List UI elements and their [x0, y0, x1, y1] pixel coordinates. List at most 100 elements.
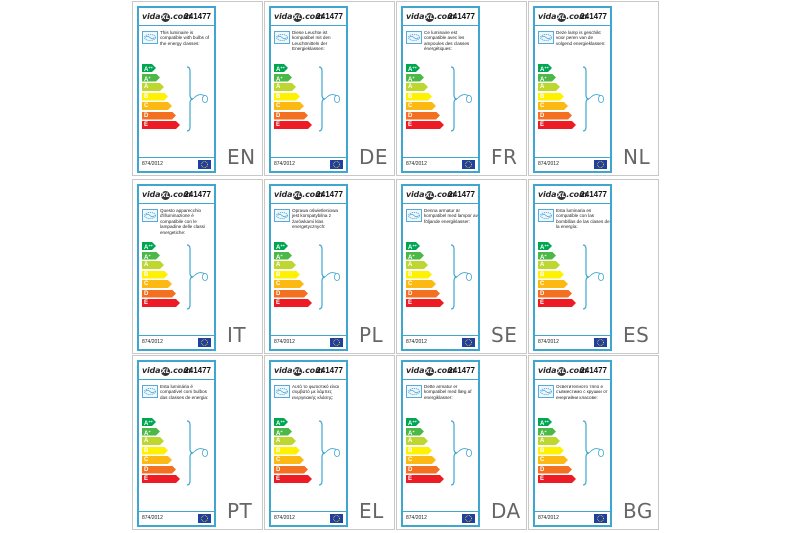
energy-class-bar: A++	[538, 64, 552, 72]
language-code: FR	[491, 145, 518, 169]
energy-class-bar: A+	[274, 252, 292, 260]
energy-class-bar: D	[142, 466, 176, 474]
label-footer: 874/2012	[403, 511, 478, 525]
energy-class-bar: B	[142, 271, 168, 279]
bulb-icon	[274, 385, 290, 398]
bulb-icon	[142, 209, 158, 222]
energy-class-scale: A++ A+ A B C D E	[142, 418, 182, 486]
language-panel-pt: vidaXL.com 241477 Esta luminária é compa…	[132, 355, 263, 530]
energy-class-bar: A	[406, 83, 428, 91]
energy-label-card: vidaXL.com 241477 Oprawa oświetleniowa j…	[269, 184, 348, 351]
language-panel-da: vidaXL.com 241477 Dette armatur er kompa…	[396, 355, 527, 530]
vidaxl-logo: vidaXL.com	[406, 12, 456, 22]
energy-class-bar: A	[274, 261, 296, 269]
energy-class-bar: A+	[274, 428, 292, 436]
regulation-number: 874/2012	[406, 161, 427, 167]
energy-class-bar: A++	[406, 64, 420, 72]
energy-class-bar: A++	[274, 242, 288, 250]
language-panel-bg: vidaXL.com 241477 Осветителното тяло е с…	[528, 355, 659, 530]
language-code: BG	[623, 499, 653, 523]
energy-class-bar: A+	[406, 252, 424, 260]
bracket-lamp-icon	[318, 66, 340, 132]
vidaxl-logo: vidaXL.com	[274, 366, 324, 376]
energy-class-bar: A++	[142, 418, 156, 426]
model-number: 241477	[448, 190, 475, 199]
energy-class-bar: E	[274, 299, 312, 307]
energy-class-bar: A+	[142, 74, 160, 82]
vidaxl-logo: vidaXL.com	[274, 190, 324, 200]
label-footer: 874/2012	[535, 157, 610, 171]
bulb-icon	[538, 209, 554, 222]
energy-class-bar: E	[538, 299, 576, 307]
eu-flag-icon	[330, 338, 343, 347]
energy-class-bar: A++	[406, 242, 420, 250]
energy-class-bar: A	[406, 437, 428, 445]
energy-class-bar: C	[406, 280, 436, 288]
label-header: vidaXL.com 241477	[403, 186, 478, 204]
energy-class-scale: A++ A+ A B C D E	[274, 242, 314, 310]
energy-class-bar: D	[142, 112, 176, 120]
language-code: DE	[359, 145, 389, 169]
model-number: 241477	[580, 190, 607, 199]
model-number: 241477	[184, 12, 211, 21]
regulation-number: 874/2012	[274, 515, 295, 521]
energy-class-bar: D	[142, 290, 176, 298]
label-footer: 874/2012	[271, 335, 346, 349]
bulb-icon	[274, 31, 290, 44]
model-number: 241477	[448, 12, 475, 21]
label-footer: 874/2012	[271, 511, 346, 525]
energy-class-bar: A	[406, 261, 428, 269]
regulation-number: 874/2012	[142, 161, 163, 167]
compatibility-text: Denna armatur är kompatibel med lampor a…	[424, 208, 478, 224]
energy-class-bar: A+	[406, 428, 424, 436]
bracket-lamp-icon	[582, 244, 604, 310]
energy-class-bar: E	[142, 299, 180, 307]
bulb-icon	[274, 209, 290, 222]
energy-class-bar: C	[274, 102, 304, 110]
energy-label-card: vidaXL.com 241477 This luminaire is comp…	[137, 6, 216, 173]
compatibility-text: Oprawa oświetleniowa jest kompatybilna z…	[292, 208, 338, 230]
energy-class-bar: C	[142, 456, 172, 464]
energy-class-scale: A++ A+ A B C D E	[406, 418, 446, 486]
vidaxl-logo: vidaXL.com	[142, 190, 192, 200]
energy-class-bar: A	[142, 261, 164, 269]
label-footer: 874/2012	[139, 511, 214, 525]
energy-class-bar: A	[274, 83, 296, 91]
vidaxl-logo: vidaXL.com	[406, 366, 456, 376]
energy-class-bar: E	[538, 475, 576, 483]
language-code: IT	[227, 323, 247, 347]
energy-class-bar: B	[538, 447, 564, 455]
energy-class-bar: D	[274, 112, 308, 120]
energy-class-bar: E	[274, 475, 312, 483]
language-panel-de: vidaXL.com 241477 Diese Leuchte ist komp…	[264, 1, 395, 176]
language-panel-se: vidaXL.com 241477 Denna armatur är kompa…	[396, 179, 527, 354]
energy-class-bar: A++	[274, 418, 288, 426]
bracket-lamp-icon	[186, 244, 208, 310]
compatibility-text: Αυτό το φωτιστικό είναι συμβατό με λάμπε…	[292, 384, 339, 400]
energy-label-card: vidaXL.com 241477 Esta luminária é compa…	[137, 360, 216, 527]
energy-class-bar: A+	[538, 74, 556, 82]
energy-class-bar: A++	[538, 418, 552, 426]
energy-class-scale: A++ A+ A B C D E	[142, 242, 182, 310]
bracket-lamp-icon	[450, 244, 472, 310]
model-number: 241477	[316, 366, 343, 375]
regulation-number: 874/2012	[274, 161, 295, 167]
language-code: ES	[623, 323, 650, 347]
energy-class-bar: E	[406, 299, 444, 307]
energy-class-bar: C	[406, 102, 436, 110]
language-code: EN	[227, 145, 256, 169]
energy-class-bar: B	[406, 271, 432, 279]
energy-class-bar: D	[538, 112, 572, 120]
regulation-number: 874/2012	[538, 515, 559, 521]
label-header: vidaXL.com 241477	[535, 362, 610, 380]
eu-flag-icon	[330, 514, 343, 523]
vidaxl-logo: vidaXL.com	[538, 366, 588, 376]
energy-class-scale: A++ A+ A B C D E	[274, 418, 314, 486]
energy-class-bar: A+	[538, 428, 556, 436]
energy-class-scale: A++ A+ A B C D E	[538, 64, 578, 132]
bulb-icon	[142, 31, 158, 44]
bracket-lamp-icon	[582, 66, 604, 132]
bulb-icon	[406, 209, 422, 222]
energy-class-bar: D	[538, 466, 572, 474]
